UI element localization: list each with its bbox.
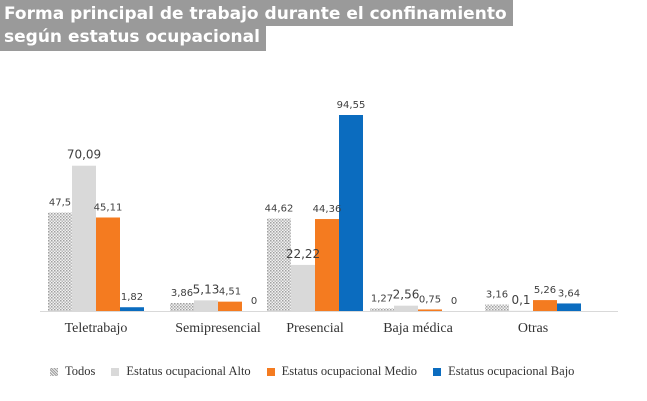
value-label-teletrabajo-estatus-ocupacional-bajo: 1,82 bbox=[121, 292, 143, 303]
value-label-presencial-estatus-ocupacional-medio: 44,36 bbox=[313, 204, 342, 215]
legend-swatch-alto bbox=[111, 367, 120, 376]
legend-label-bajo: Estatus ocupacional Bajo bbox=[448, 364, 575, 378]
bar-teletrabajo-estatus-ocupacional-medio bbox=[96, 217, 120, 311]
value-label-otras-estatus-ocupacional-bajo: 3,64 bbox=[558, 288, 580, 299]
value-label-teletrabajo-estatus-ocupacional-medio: 45,11 bbox=[94, 202, 123, 213]
bar-otras-estatus-ocupacional-medio bbox=[533, 300, 557, 311]
legend-item-alto: Estatus ocupacional Alto bbox=[111, 364, 251, 379]
bar-baja-medica-estatus-ocupacional-medio bbox=[418, 309, 442, 311]
value-label-semipresencial-estatus-ocupacional-alto: 5,13 bbox=[193, 282, 220, 296]
bars-layer bbox=[48, 115, 581, 311]
value-label-otras-estatus-ocupacional-alto: 0,1 bbox=[511, 293, 530, 307]
category-label-presencial: Presencial bbox=[286, 321, 344, 336]
chart-title-line-2: según estatus ocupacional bbox=[0, 26, 266, 51]
bar-teletrabajo-todos bbox=[48, 212, 72, 311]
value-label-baja-medica-todos: 1,27 bbox=[371, 293, 393, 304]
category-label-baja-medica: Baja médica bbox=[383, 321, 453, 336]
value-labels-layer: 47,5 70,09 45,11 1,82 3,86 5,13 4,51 0 44,62 22,2… bbox=[49, 100, 580, 307]
value-label-baja-medica-estatus-ocupacional-medio: 0,75 bbox=[419, 294, 441, 305]
bar-teletrabajo-estatus-ocupacional-bajo bbox=[120, 307, 144, 311]
legend-swatch-todos bbox=[50, 367, 58, 376]
bar-presencial-estatus-ocupacional-bajo bbox=[339, 115, 363, 311]
value-label-otras-todos: 3,16 bbox=[486, 289, 508, 300]
legend-label-medio: Estatus ocupacional Medio bbox=[281, 364, 418, 378]
value-label-presencial-estatus-ocupacional-alto: 22,22 bbox=[286, 247, 320, 261]
legend: Todos Estatus ocupacional Alto Estatus o… bbox=[50, 364, 574, 379]
value-label-presencial-todos: 44,62 bbox=[265, 204, 294, 215]
value-label-teletrabajo-estatus-ocupacional-alto: 70,09 bbox=[67, 148, 101, 162]
category-label-teletrabajo: Teletrabajo bbox=[65, 321, 128, 336]
legend-item-bajo: Estatus ocupacional Bajo bbox=[433, 364, 574, 379]
category-label-otras: Otras bbox=[518, 321, 548, 336]
legend-label-todos: Todos bbox=[65, 364, 96, 378]
bar-presencial-todos bbox=[267, 218, 291, 311]
bar-presencial-estatus-ocupacional-medio bbox=[315, 219, 339, 311]
category-labels-layer: Teletrabajo Semipresencial Presencial Baja … bbox=[65, 321, 549, 336]
bar-semipresencial-estatus-ocupacional-medio bbox=[218, 301, 242, 311]
value-label-otras-estatus-ocupacional-medio: 5,26 bbox=[534, 285, 556, 296]
legend-swatch-bajo bbox=[433, 367, 442, 376]
value-label-semipresencial-estatus-ocupacional-bajo: 0 bbox=[251, 296, 257, 307]
legend-label-alto: Estatus ocupacional Alto bbox=[126, 364, 251, 378]
value-label-semipresencial-todos: 3,86 bbox=[171, 288, 193, 299]
bar-baja-medica-estatus-ocupacional-alto bbox=[394, 305, 418, 311]
bar-otras-estatus-ocupacional-bajo bbox=[557, 303, 581, 311]
category-label-semipresencial: Semipresencial bbox=[175, 321, 261, 336]
value-label-baja-medica-estatus-ocupacional-bajo: 0 bbox=[451, 296, 457, 307]
bar-presencial-estatus-ocupacional-alto bbox=[291, 264, 315, 311]
bar-semipresencial-todos bbox=[170, 302, 194, 311]
bar-teletrabajo-estatus-ocupacional-alto bbox=[72, 165, 96, 311]
value-label-teletrabajo-todos: 47,5 bbox=[49, 198, 71, 209]
bar-otras-todos bbox=[485, 304, 509, 311]
value-label-baja-medica-estatus-ocupacional-alto: 2,56 bbox=[393, 288, 420, 302]
value-label-presencial-estatus-ocupacional-bajo: 94,55 bbox=[337, 100, 366, 111]
bar-semipresencial-estatus-ocupacional-alto bbox=[194, 300, 218, 311]
value-label-semipresencial-estatus-ocupacional-medio: 4,51 bbox=[219, 287, 241, 298]
chart-title-line-1: Forma principal de trabajo durante el co… bbox=[0, 0, 513, 26]
legend-item-medio: Estatus ocupacional Medio bbox=[266, 364, 418, 379]
legend-swatch-medio bbox=[266, 367, 275, 376]
chart-title: Forma principal de trabajo durante el co… bbox=[0, 0, 513, 51]
bar-baja-medica-todos bbox=[370, 308, 394, 311]
legend-item-todos: Todos bbox=[50, 364, 95, 379]
